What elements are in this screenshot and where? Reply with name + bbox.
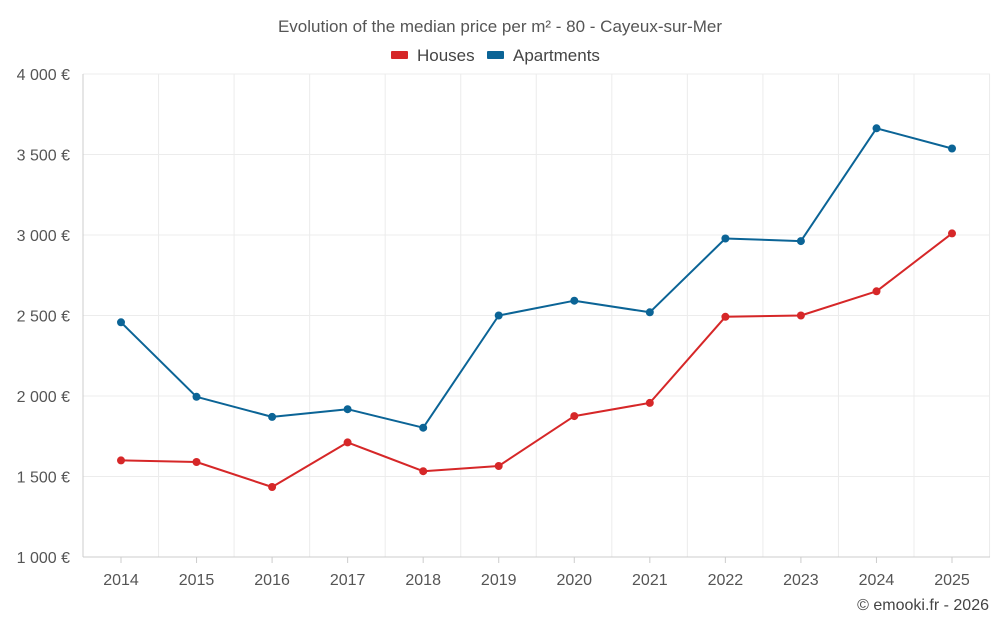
y-tick-label: 4 000 € bbox=[17, 67, 70, 84]
data-point-houses[interactable] bbox=[570, 412, 579, 421]
x-tick-label: 2024 bbox=[859, 572, 895, 589]
legend-swatch-houses[interactable] bbox=[391, 51, 408, 59]
y-tick-label: 2 500 € bbox=[17, 309, 70, 326]
x-tick-label: 2017 bbox=[330, 572, 366, 589]
data-point-apartments[interactable] bbox=[192, 392, 201, 401]
legend: Houses Apartments bbox=[391, 46, 600, 65]
x-tick-label: 2016 bbox=[254, 572, 290, 589]
data-point-apartments[interactable] bbox=[570, 296, 579, 305]
y-axis-ticks: 1 000 € 1 500 € 2 000 € 2 500 € 3 000 € 3 500… bbox=[17, 67, 70, 567]
series-line-houses bbox=[120, 232, 953, 488]
series bbox=[117, 124, 956, 491]
data-point-houses[interactable] bbox=[872, 287, 881, 296]
data-point-apartments[interactable] bbox=[268, 412, 277, 421]
x-axis-ticks: 2014 2015 2016 2017 2018 2019 2020 2021 2022 2023… bbox=[103, 557, 970, 589]
y-tick-label: 1 000 € bbox=[17, 550, 70, 567]
x-tick-label: 2025 bbox=[934, 572, 970, 589]
credit: © emooki.fr - 2026 bbox=[857, 597, 989, 614]
x-tick-label: 2019 bbox=[481, 572, 517, 589]
data-point-apartments[interactable] bbox=[343, 405, 352, 414]
x-tick-label: 2018 bbox=[405, 572, 441, 589]
x-tick-label: 2015 bbox=[179, 572, 215, 589]
data-point-apartments[interactable] bbox=[721, 234, 730, 243]
data-point-apartments[interactable] bbox=[645, 308, 654, 317]
legend-swatch-apartments[interactable] bbox=[487, 51, 504, 59]
x-tick-label: 2022 bbox=[708, 572, 744, 589]
data-point-houses[interactable] bbox=[117, 456, 125, 465]
legend-label-apartments[interactable]: Apartments bbox=[513, 46, 600, 65]
data-point-houses[interactable] bbox=[419, 467, 428, 476]
data-point-apartments[interactable] bbox=[872, 124, 881, 133]
data-point-houses[interactable] bbox=[268, 483, 277, 491]
data-point-houses[interactable] bbox=[721, 312, 730, 321]
y-tick-label: 3 500 € bbox=[17, 148, 70, 165]
legend-label-houses[interactable]: Houses bbox=[417, 46, 475, 65]
y-tick-label: 1 500 € bbox=[17, 470, 70, 487]
data-point-houses[interactable] bbox=[796, 311, 805, 320]
x-tick-label: 2014 bbox=[103, 572, 139, 589]
x-tick-label: 2020 bbox=[556, 572, 592, 589]
data-point-apartments[interactable] bbox=[494, 311, 503, 320]
data-point-apartments[interactable] bbox=[117, 318, 125, 327]
grid bbox=[83, 73, 991, 557]
series-line-apartments bbox=[120, 127, 953, 429]
data-point-houses[interactable] bbox=[192, 458, 201, 466]
chart-title: Evolution of the median price per m² - 8… bbox=[278, 17, 722, 36]
x-tick-label: 2021 bbox=[632, 572, 668, 589]
data-point-houses[interactable] bbox=[948, 229, 956, 238]
y-tick-label: 2 000 € bbox=[17, 389, 70, 406]
data-point-houses[interactable] bbox=[645, 398, 654, 407]
y-tick-label: 3 000 € bbox=[17, 228, 70, 245]
data-point-houses[interactable] bbox=[343, 438, 352, 447]
x-tick-label: 2023 bbox=[783, 572, 819, 589]
data-point-apartments[interactable] bbox=[796, 237, 805, 246]
data-point-apartments[interactable] bbox=[948, 144, 956, 153]
axes bbox=[82, 74, 990, 558]
data-point-houses[interactable] bbox=[494, 462, 503, 470]
data-point-apartments[interactable] bbox=[419, 423, 428, 432]
